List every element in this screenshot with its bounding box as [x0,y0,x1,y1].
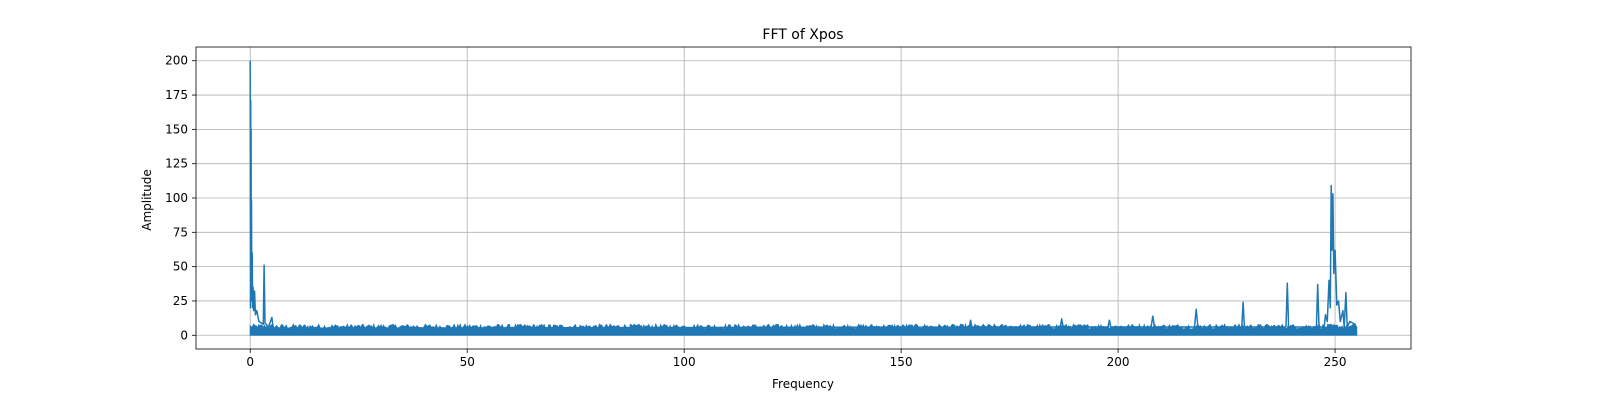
x-tick-label: 0 [246,355,254,369]
fft-series-line [249,60,1358,330]
y-tick-label: 50 [173,260,188,274]
chart-title: FFT of Xpos [762,27,843,43]
x-tick-label: 100 [673,355,696,369]
y-tick-label: 175 [165,88,188,102]
y-tick-label: 125 [165,157,188,171]
data-layer [249,60,1358,336]
y-tick-label: 25 [173,294,188,308]
x-tick-label: 150 [890,355,913,369]
y-tick-label: 75 [173,225,188,239]
y-tick-label: 150 [165,122,188,136]
y-tick-label: 100 [165,191,188,205]
y-tick-label: 200 [165,54,188,68]
y-tick-label: 0 [180,328,188,342]
x-tick-label: 250 [1324,355,1347,369]
x-tick-label: 200 [1107,355,1130,369]
x-axis-title: Frequency [772,377,834,391]
grid-lines [196,47,1411,349]
x-tick-label: 50 [460,355,475,369]
y-axis-title: Amplitude [140,169,154,231]
axis-ticks: 0 50 100 150 200 250 0 25 50 75 100 125 150 175 200 [165,54,1346,369]
